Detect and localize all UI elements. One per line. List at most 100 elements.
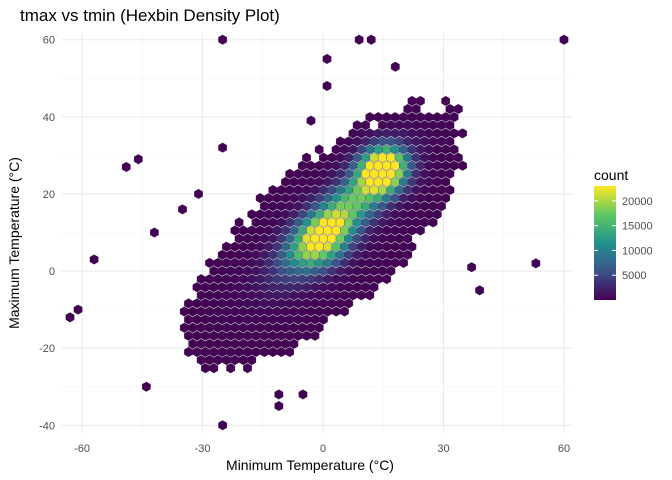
hexbin-cell <box>243 298 252 309</box>
hexbin-cell <box>285 201 295 212</box>
hexbin-cell <box>416 176 425 187</box>
hexbin-cell <box>378 136 387 147</box>
hexbin-cell <box>340 160 349 171</box>
hexbin-cell <box>314 144 324 155</box>
hexbin-cell <box>293 249 303 260</box>
hexbin-cell <box>314 274 324 285</box>
hexbin-cell <box>302 298 311 309</box>
hexbin-cell <box>196 322 206 333</box>
y-tick-label: 60 <box>43 35 55 47</box>
hexbin-cell <box>390 225 400 236</box>
hexbin-cell <box>411 120 421 131</box>
hexbin-cell <box>327 217 337 228</box>
hexbin-cell <box>251 298 261 309</box>
hexbin-cell <box>390 128 400 139</box>
hexbin-cell <box>302 282 311 293</box>
hexbin-cell <box>437 168 446 179</box>
hexbin-cell <box>365 112 375 123</box>
hexbin-cell <box>205 322 214 333</box>
hexbin-cell <box>399 241 408 252</box>
hexbin-cell <box>281 290 290 301</box>
hexbin-cell <box>255 225 265 236</box>
hexbin-outlier-cell <box>322 80 332 91</box>
hexbin-cell <box>302 249 311 260</box>
hexbin-cell <box>285 314 295 325</box>
hexbin-cell <box>234 233 244 244</box>
hexbin-cell <box>386 120 396 131</box>
hexbin-cell <box>382 144 392 155</box>
hexbin-cell <box>272 241 282 252</box>
hexbin-cell <box>268 217 278 228</box>
hexbin-cell <box>327 152 337 163</box>
hexbin-cell <box>272 225 282 236</box>
hexbin-cell <box>272 209 282 220</box>
hexbin-cell <box>213 290 223 301</box>
hexbin-cell <box>310 249 320 260</box>
hexbin-cell <box>352 249 362 260</box>
hexbin-cell <box>255 338 265 349</box>
hexbin-cell <box>268 282 278 293</box>
hexbin-cell <box>247 306 257 317</box>
hexbin-cell <box>213 257 223 268</box>
hexbin-cell <box>357 193 366 204</box>
hexbin-cell <box>348 160 358 171</box>
hexbin-cell <box>335 298 345 309</box>
hexbin-cell <box>298 176 307 187</box>
hexbin-cell <box>327 266 337 277</box>
hexbin-cell <box>293 266 303 277</box>
hexbin-cell <box>361 136 370 147</box>
hexbin-cell <box>327 233 337 244</box>
hexbin-cell <box>281 306 290 317</box>
hexbin-cell <box>226 249 236 260</box>
hexbin-cell <box>399 225 408 236</box>
hexbin-cell <box>281 225 290 236</box>
hexbin-cell <box>373 112 383 123</box>
hexbin-cell <box>390 144 400 155</box>
hexbin-cell <box>226 266 236 277</box>
hexbin-cell <box>344 266 354 277</box>
hexbin-cell <box>331 160 341 171</box>
hexbin-cell <box>378 201 387 212</box>
hexbin-cell <box>361 217 370 228</box>
hexbin-cell <box>327 249 337 260</box>
hexbin-cell <box>209 266 219 277</box>
hexbin-cell <box>310 330 320 341</box>
hexbin-cell <box>441 95 451 106</box>
legend-tick-label: 5000 <box>622 270 646 282</box>
hexbin-cell <box>369 249 379 260</box>
hexbin-cell <box>403 249 413 260</box>
hexbin-cell <box>445 152 455 163</box>
hexbin-cell <box>416 144 425 155</box>
hexbin-cell <box>420 120 429 131</box>
hexbin-cell <box>331 306 341 317</box>
hexbin-cell <box>217 282 227 293</box>
hexbin-cell <box>357 225 366 236</box>
hexbin-cell <box>217 330 227 341</box>
hexbin-cell <box>247 274 257 285</box>
hexbin-cell <box>306 257 316 268</box>
hexbin-cell <box>352 168 362 179</box>
hexbin-cell <box>272 193 282 204</box>
hexbin-outlier-cell <box>306 115 316 126</box>
hexbin-cell <box>238 241 248 252</box>
x-axis-ticks: -60 -30 0 30 60 <box>74 443 570 455</box>
hexbin-cell <box>399 160 408 171</box>
hexbin-cell <box>268 298 278 309</box>
hexbin-cell <box>373 144 383 155</box>
hexbin-cell <box>209 314 219 325</box>
hexbin-cell <box>247 290 257 301</box>
hexbin-cell <box>293 330 303 341</box>
hexbin-cell <box>251 282 261 293</box>
hexbin-cell <box>407 128 417 139</box>
x-tick-label: -60 <box>74 443 90 455</box>
hexbin-cell <box>205 290 214 301</box>
hexbin-cell <box>365 274 375 285</box>
hexbin-cell <box>348 274 358 285</box>
hexbin-cell <box>335 168 345 179</box>
hexbin-cell <box>369 217 379 228</box>
hexbin-cell <box>403 233 413 244</box>
hexbin-cell <box>340 290 349 301</box>
hexbin-cell <box>382 225 392 236</box>
hexbin-cell <box>234 282 244 293</box>
hexbin-cell <box>196 290 206 301</box>
